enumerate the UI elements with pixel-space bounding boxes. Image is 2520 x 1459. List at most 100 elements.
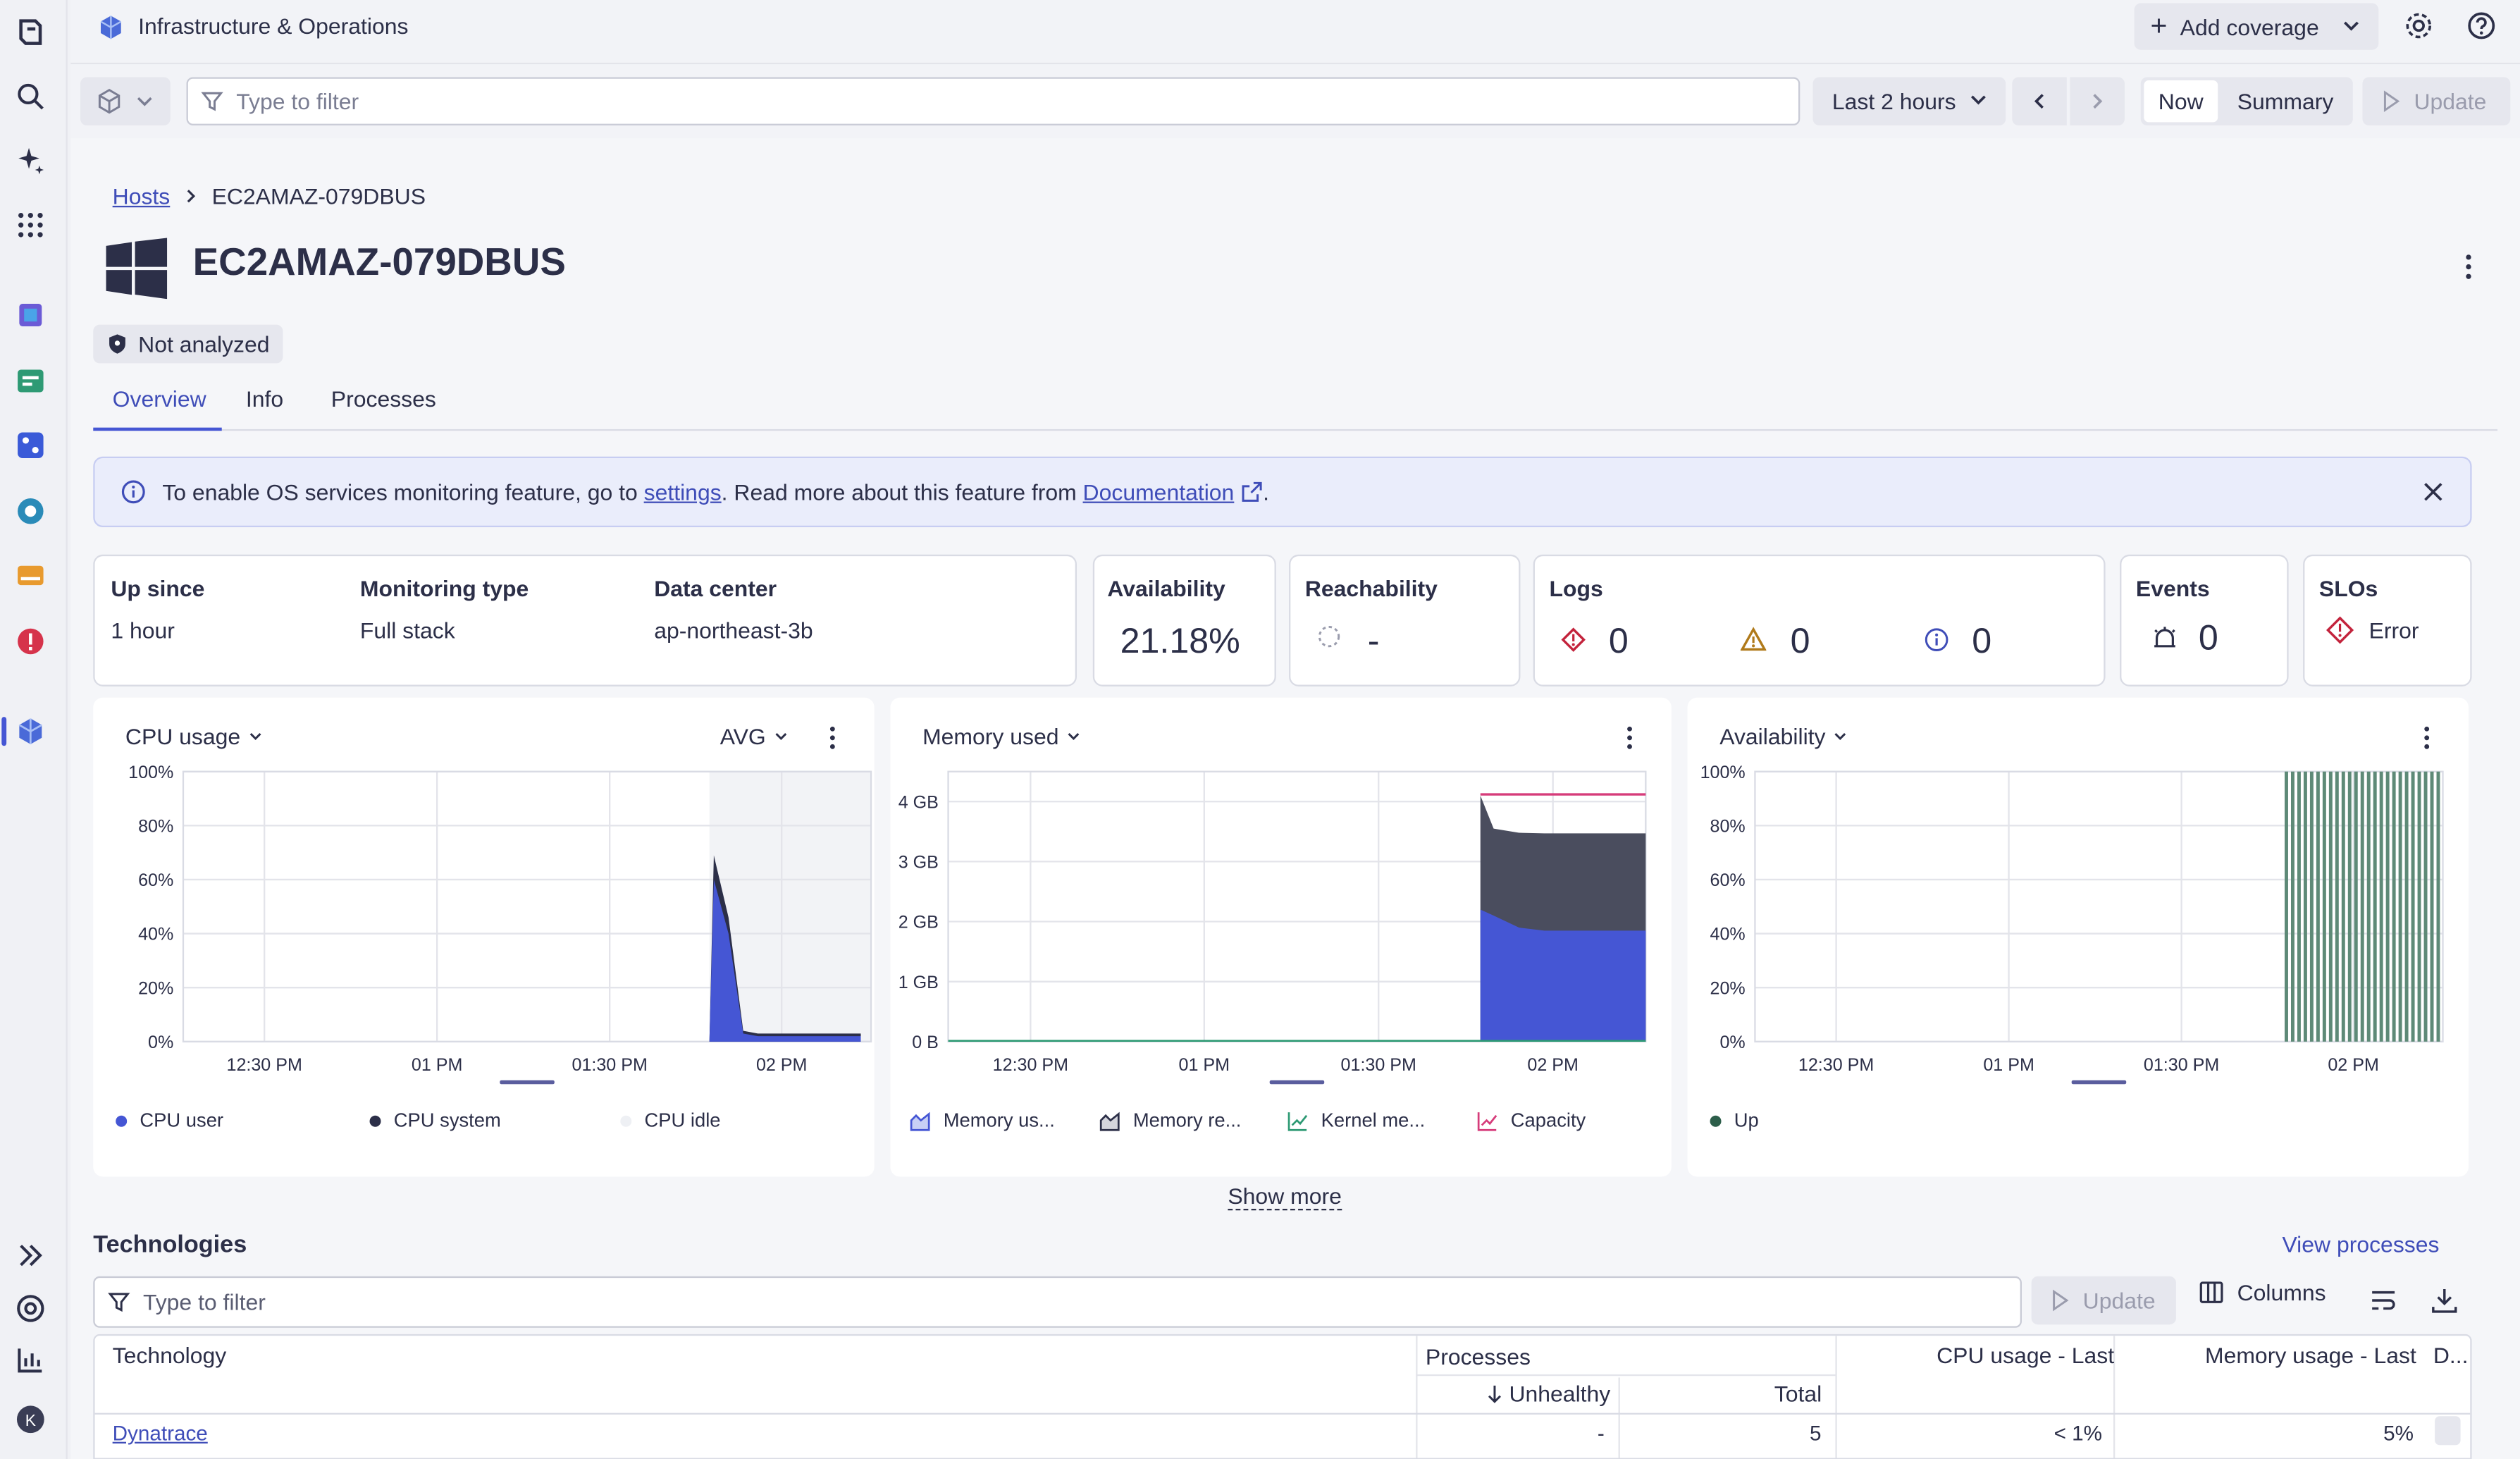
previous-timeframe-button[interactable]	[2012, 77, 2067, 125]
legend-item[interactable]: Kernel me...	[1287, 1109, 1425, 1132]
banner-text: To enable OS services monitoring feature…	[162, 479, 1269, 505]
summary-toggle[interactable]: Summary	[2237, 88, 2334, 114]
app-workflows-icon[interactable]	[13, 428, 48, 463]
availability-card[interactable]: Availability 21.18%	[1092, 554, 1276, 687]
tab-overview[interactable]: Overview	[112, 386, 206, 412]
app-clouds-icon[interactable]	[13, 558, 48, 593]
y-tick-label: 0%	[148, 1033, 173, 1052]
tab-processes[interactable]: Processes	[331, 386, 436, 412]
area-chart-icon	[1099, 1111, 1120, 1131]
app-problems-icon[interactable]	[13, 624, 48, 659]
availability-bar	[2373, 771, 2377, 1042]
app-infrastructure-icon[interactable]	[13, 714, 48, 749]
legend-swatch	[1710, 1114, 1722, 1126]
slos-label: SLOs	[2318, 575, 2378, 601]
usage-chart-icon[interactable]	[13, 1342, 48, 1377]
legend-item[interactable]: Memory us...	[910, 1109, 1055, 1132]
technologies-update-button[interactable]: Update	[2031, 1276, 2176, 1325]
slos-card[interactable]: SLOs Error	[2303, 554, 2472, 687]
help-icon[interactable]	[2465, 10, 2497, 42]
availability-bar	[2316, 771, 2320, 1042]
dynatrace-logo-icon[interactable]	[13, 15, 48, 50]
y-tick-label: 20%	[138, 978, 173, 998]
x-tick-label: 01:30 PM	[572, 1055, 647, 1075]
add-coverage-button[interactable]: + Add coverage	[2134, 3, 2379, 50]
line-wrap-icon[interactable]	[2369, 1286, 2398, 1315]
chevron-down-icon	[249, 733, 261, 741]
legend-item[interactable]: CPU user	[116, 1109, 223, 1132]
timeframe-selector[interactable]: Last 2 hours	[1812, 77, 2006, 125]
sparkle-icon[interactable]	[13, 143, 48, 178]
download-icon[interactable]	[2430, 1286, 2459, 1315]
segments-button[interactable]	[80, 77, 171, 125]
logs-card[interactable]: Logs 0 0 0	[1533, 554, 2106, 687]
availability-bar	[2430, 771, 2434, 1042]
column-header-d[interactable]: D...	[2433, 1342, 2469, 1368]
columns-button[interactable]: Columns	[2199, 1279, 2326, 1305]
banner-documentation-link[interactable]: Documentation	[1082, 479, 1235, 505]
memory-used-chart[interactable]: 12:30 PM 01 PM 01:30 PM 02 PM 0 B 1 GB 2 GB 3 G…	[890, 762, 1671, 1100]
availability-bar	[2328, 771, 2333, 1042]
y-tick-label: 1 GB	[898, 973, 939, 992]
filter-input[interactable]: Type to filter	[186, 77, 1801, 125]
memory-metric-selector[interactable]: Memory used	[922, 723, 1081, 749]
legend-item[interactable]: CPU idle	[620, 1109, 721, 1132]
more-options-icon[interactable]	[2452, 251, 2485, 283]
more-options-icon[interactable]	[818, 723, 847, 752]
availability-chart[interactable]: 12:30 PM 01 PM 01:30 PM 02 PM 0% 20% 40% 60% 80%…	[1688, 762, 2469, 1100]
next-timeframe-button[interactable]	[2070, 77, 2125, 125]
apps-grid-icon[interactable]	[13, 207, 48, 242]
availability-metric-selector[interactable]: Availability	[1719, 723, 1848, 749]
cpu-metric-selector[interactable]: CPU usage	[125, 723, 263, 749]
app-dashboards-icon[interactable]	[13, 297, 48, 333]
y-tick-label: 80%	[138, 816, 173, 836]
gear-icon[interactable]	[2402, 10, 2435, 42]
column-header-technology[interactable]: Technology	[112, 1342, 227, 1368]
column-header-unhealthy[interactable]: Unhealthy	[1487, 1381, 1611, 1407]
show-more-link[interactable]: Show more	[1228, 1183, 1342, 1211]
technologies-filter-input[interactable]: Type to filter	[93, 1276, 2022, 1328]
legend-item[interactable]: Up	[1710, 1109, 1759, 1132]
timeframe-scroll-indicator	[500, 1080, 555, 1085]
banner-settings-link[interactable]: settings	[643, 479, 722, 505]
availability-bar	[2385, 771, 2390, 1042]
legend-item[interactable]: Memory re...	[1099, 1109, 1241, 1132]
memory-chart-title: Memory used	[922, 723, 1059, 749]
y-tick-label: 40%	[138, 925, 173, 944]
availability-bar	[2322, 771, 2326, 1042]
legend-item[interactable]: CPU system	[369, 1109, 501, 1132]
update-button[interactable]: Update	[2362, 77, 2511, 125]
cpu-usage-chart[interactable]: 12:30 PM 01 PM 01:30 PM 02 PM 0% 20% 40% 60% 80%…	[93, 762, 874, 1100]
breadcrumb-hosts-link[interactable]: Hosts	[112, 183, 171, 209]
more-options-icon[interactable]	[2412, 723, 2441, 752]
y-tick-label: 3 GB	[898, 853, 939, 873]
expand-rail-icon[interactable]	[13, 1238, 48, 1273]
logs-warning-count: 0	[1790, 620, 1810, 661]
close-icon[interactable]	[2419, 477, 2447, 506]
unhealthy-header-label: Unhealthy	[1509, 1381, 1611, 1407]
slos-status: Error	[2368, 617, 2419, 644]
app-notebooks-icon[interactable]	[13, 363, 48, 398]
now-toggle[interactable]: Now	[2144, 80, 2218, 123]
availability-bar	[2309, 771, 2314, 1042]
column-header-total[interactable]: Total	[1774, 1381, 1822, 1407]
legend-swatch	[116, 1114, 128, 1126]
more-options-icon[interactable]	[1615, 723, 1644, 752]
reachability-card[interactable]: Reachability -	[1289, 554, 1521, 687]
legend-item[interactable]: Capacity	[1477, 1109, 1586, 1132]
column-header-memory-usage[interactable]: Memory usage - Last	[2204, 1342, 2416, 1368]
y-tick-label: 0%	[1719, 1033, 1745, 1052]
column-header-cpu-usage[interactable]: CPU usage - Last	[1937, 1342, 2115, 1368]
table-row-technology-link[interactable]: Dynatrace	[112, 1421, 208, 1446]
events-card[interactable]: Events 0	[2120, 554, 2289, 687]
tab-info[interactable]: Info	[245, 386, 284, 412]
user-avatar[interactable]: K	[13, 1402, 48, 1437]
app-kubernetes-icon[interactable]	[13, 493, 48, 529]
columns-label: Columns	[2237, 1279, 2326, 1305]
view-processes-link[interactable]: View processes	[2282, 1231, 2440, 1257]
search-icon[interactable]	[13, 79, 48, 114]
help-lifebuoy-icon[interactable]	[13, 1291, 48, 1326]
warning-triangle-icon	[1740, 627, 1767, 651]
cpu-aggregation-selector[interactable]: AVG	[720, 723, 789, 749]
info-icon	[121, 480, 145, 504]
